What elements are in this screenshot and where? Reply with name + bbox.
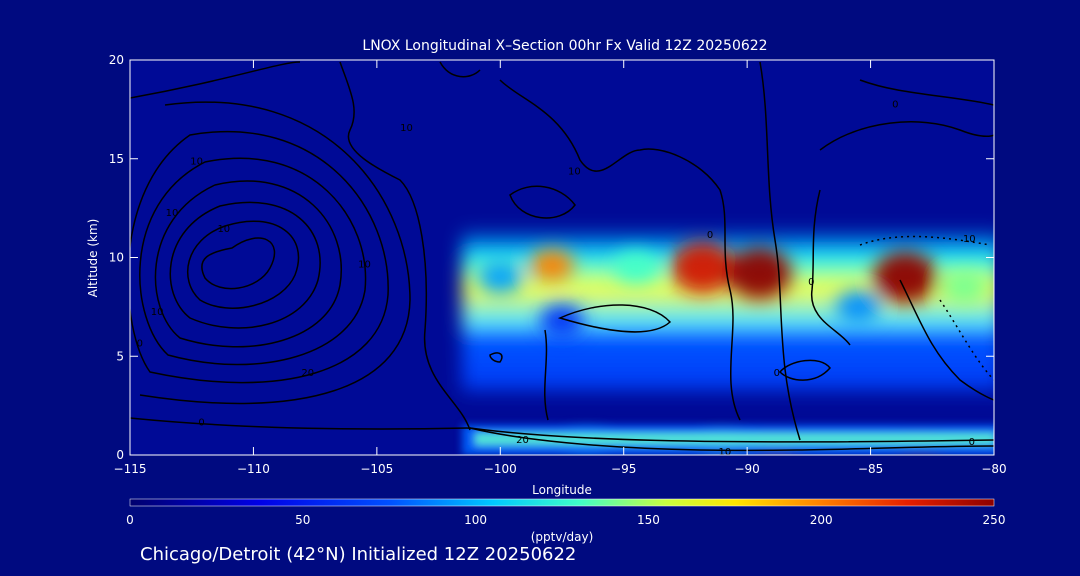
heatmap-cell bbox=[530, 249, 575, 282]
contour-label: 10 bbox=[166, 208, 179, 219]
contour-label: 10 bbox=[963, 234, 976, 245]
footer-caption: Chicago/Detroit (42°N) Initialized 12Z 2… bbox=[140, 544, 576, 565]
x-axis-label: Longitude bbox=[532, 483, 592, 497]
contour-line bbox=[819, 121, 994, 151]
x-tick-label: −115 bbox=[114, 462, 147, 476]
contour-label: 0 bbox=[969, 437, 975, 448]
x-axis-ticks: −115 −110 −105 −100 −95 −90 −85 −80 bbox=[114, 60, 1007, 476]
heatmap-cell bbox=[614, 251, 659, 284]
contour-label: 10 bbox=[190, 157, 203, 168]
colorbar-tick-label: 150 bbox=[637, 513, 660, 527]
contour-label: 0 bbox=[892, 99, 898, 110]
contour-labels: 10 10 10 10 10 10 10 20 0 0 0 0 0 0 10 20 10 0 bbox=[137, 99, 976, 458]
contour-label: 10 bbox=[568, 167, 581, 178]
x-tick-label: −110 bbox=[237, 462, 270, 476]
contour-line bbox=[489, 352, 503, 363]
contour-line bbox=[557, 304, 672, 333]
contour-label: 10 bbox=[217, 224, 230, 235]
contour-label: 0 bbox=[137, 338, 143, 349]
colorbar-tick-label: 0 bbox=[126, 513, 134, 527]
chart-title: LNOX Longitudinal X–Section 00hr Fx Vali… bbox=[362, 38, 767, 54]
colorbar-ticks: 0 50 100 150 200 250 bbox=[126, 513, 1005, 527]
heatmap-cell bbox=[727, 247, 792, 300]
contour-label: 20 bbox=[516, 435, 529, 446]
y-axis-label: Altitude (km) bbox=[86, 219, 100, 298]
contour-line bbox=[509, 185, 576, 219]
y-tick-label: 20 bbox=[109, 53, 124, 67]
x-tick-label: −95 bbox=[611, 462, 636, 476]
x-tick-label: −105 bbox=[360, 462, 393, 476]
contour-lines bbox=[130, 61, 994, 452]
colorbar-tick-label: 250 bbox=[983, 513, 1006, 527]
y-tick-label: 0 bbox=[116, 448, 124, 462]
colorbar-tick-label: 50 bbox=[295, 513, 310, 527]
x-tick-label: −90 bbox=[734, 462, 759, 476]
contour-line bbox=[469, 427, 994, 452]
mid-band-base bbox=[462, 330, 994, 390]
x-tick-label: −85 bbox=[858, 462, 883, 476]
contour-label: 0 bbox=[808, 277, 814, 288]
y-tick-label: 15 bbox=[109, 152, 124, 166]
heatmap-cell bbox=[942, 271, 987, 304]
heatmap-field bbox=[462, 228, 994, 455]
contour-label: 0 bbox=[198, 417, 204, 428]
y-tick-label: 10 bbox=[109, 251, 124, 265]
contour-line bbox=[130, 61, 301, 99]
contour-line bbox=[186, 220, 300, 309]
x-tick-label: −100 bbox=[484, 462, 517, 476]
contour-line bbox=[139, 157, 367, 366]
contour-line bbox=[499, 79, 741, 421]
contour-line bbox=[439, 61, 481, 78]
contour-label: 10 bbox=[400, 123, 413, 134]
contour-line bbox=[139, 101, 411, 405]
x-tick-label: −80 bbox=[981, 462, 1006, 476]
colorbar bbox=[129, 498, 995, 507]
contour-line bbox=[859, 79, 994, 106]
heatmap-cell bbox=[836, 290, 881, 323]
contour-label: 20 bbox=[301, 368, 314, 379]
contour-line bbox=[899, 279, 994, 401]
colorbar-tick-label: 100 bbox=[464, 513, 487, 527]
y-tick-label: 5 bbox=[116, 349, 124, 363]
contour-label: 10 bbox=[358, 259, 371, 270]
y-axis-ticks: 0 5 10 15 20 bbox=[109, 53, 994, 462]
contour-line bbox=[130, 130, 389, 384]
contour-line bbox=[339, 61, 471, 431]
heatmap-cell bbox=[873, 251, 938, 304]
contour-line bbox=[778, 359, 831, 381]
colorbar-tick-label: 200 bbox=[810, 513, 833, 527]
contour-line bbox=[130, 417, 994, 443]
colorbar-label: (pptv/day) bbox=[531, 530, 594, 544]
contour-line bbox=[169, 201, 321, 329]
surface-band-bright bbox=[475, 433, 994, 445]
heatmap-cell bbox=[478, 261, 523, 294]
contour-line bbox=[154, 180, 342, 348]
contour-label: 10 bbox=[151, 307, 164, 318]
heatmap-cell bbox=[540, 304, 584, 337]
contour-line bbox=[201, 237, 276, 290]
contour-line bbox=[544, 329, 549, 421]
contour-line bbox=[759, 61, 801, 441]
contour-label: 0 bbox=[707, 230, 713, 241]
contour-label: 10 bbox=[719, 447, 732, 458]
heatmap-cell bbox=[670, 241, 735, 294]
contour-line bbox=[811, 189, 851, 346]
contour-label: 0 bbox=[774, 368, 780, 379]
